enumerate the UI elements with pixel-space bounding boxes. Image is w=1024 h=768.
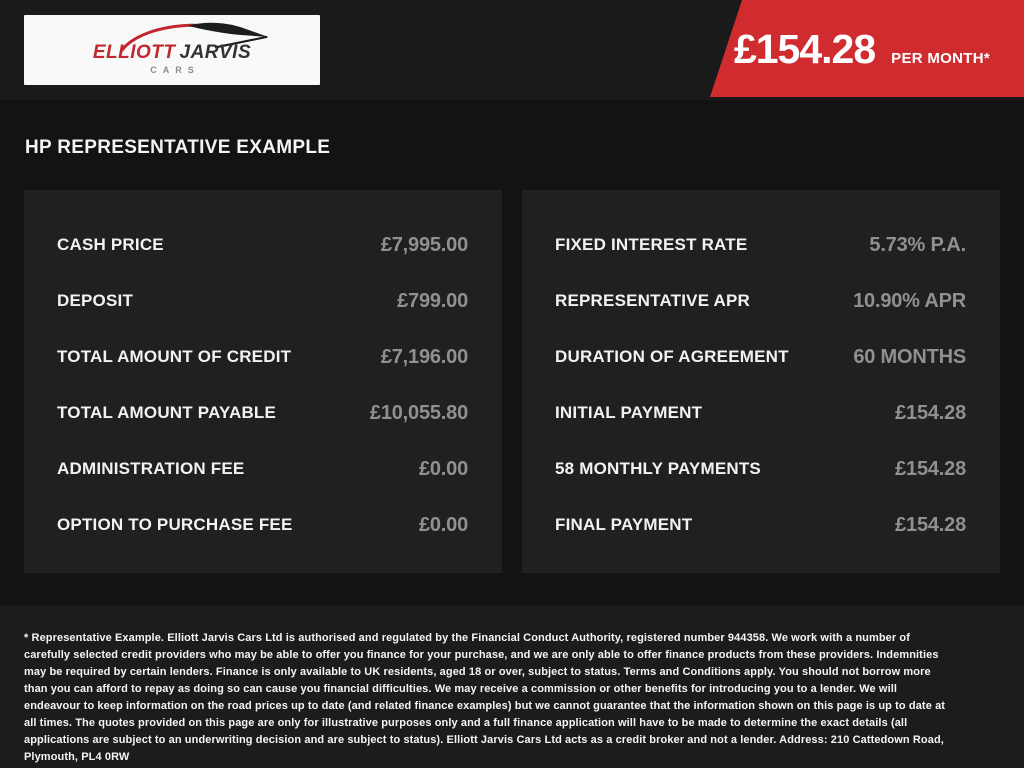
finance-row-label: CASH PRICE bbox=[57, 235, 164, 254]
finance-panel-left: CASH PRICE £7,995.00 DEPOSIT £799.00 TOT… bbox=[24, 190, 502, 573]
finance-row-label: ADMINISTRATION FEE bbox=[57, 459, 245, 478]
finance-row-value: £7,995.00 bbox=[380, 233, 468, 256]
page-title: HP REPRESENTATIVE EXAMPLE bbox=[25, 137, 331, 158]
finance-row-label: DURATION OF AGREEMENT bbox=[555, 347, 789, 366]
finance-row: FIXED INTEREST RATE 5.73% P.A. bbox=[555, 217, 966, 273]
dealer-logo: ELLIOTT JARVIS CARS bbox=[24, 15, 320, 85]
finance-row: OPTION TO PURCHASE FEE £0.00 bbox=[57, 497, 468, 553]
finance-row: TOTAL AMOUNT PAYABLE £10,055.80 bbox=[57, 385, 468, 441]
finance-row-label: 58 MONTHLY PAYMENTS bbox=[555, 459, 761, 478]
finance-panels: CASH PRICE £7,995.00 DEPOSIT £799.00 TOT… bbox=[24, 190, 1000, 573]
monthly-price-amount: £154.28 bbox=[733, 26, 876, 72]
finance-row: CASH PRICE £7,995.00 bbox=[57, 217, 468, 273]
finance-row-value: £154.28 bbox=[895, 457, 966, 480]
finance-example-section: HP REPRESENTATIVE EXAMPLE CASH PRICE £7,… bbox=[0, 100, 1024, 590]
finance-row-value: £0.00 bbox=[418, 457, 468, 480]
finance-row-label: FIXED INTEREST RATE bbox=[555, 235, 748, 254]
logo-wordmark: ELLIOTT JARVIS bbox=[93, 43, 251, 63]
header: ELLIOTT JARVIS CARS £154.28 PER MONTH* bbox=[0, 0, 1024, 100]
finance-row-value: 60 MONTHS bbox=[853, 345, 966, 368]
finance-row-value: £154.28 bbox=[895, 401, 966, 424]
logo-wordmark-first: ELLIOTT bbox=[92, 42, 176, 63]
finance-row-label: TOTAL AMOUNT OF CREDIT bbox=[57, 347, 292, 366]
finance-row-value: £154.28 bbox=[895, 513, 966, 536]
finance-row: FINAL PAYMENT £154.28 bbox=[555, 497, 966, 553]
finance-row-value: 5.73% P.A. bbox=[869, 233, 966, 256]
finance-row-label: DEPOSIT bbox=[57, 291, 134, 310]
finance-row-value: £10,055.80 bbox=[369, 401, 468, 424]
finance-row: INITIAL PAYMENT £154.28 bbox=[555, 385, 966, 441]
finance-row-value: 10.90% APR bbox=[853, 289, 966, 312]
finance-row: DURATION OF AGREEMENT 60 MONTHS bbox=[555, 329, 966, 385]
monthly-price-banner: £154.28 PER MONTH* bbox=[710, 0, 1024, 97]
finance-row: DEPOSIT £799.00 bbox=[57, 273, 468, 329]
car-swoosh-icon bbox=[120, 22, 269, 52]
footer: * Representative Example. Elliott Jarvis… bbox=[0, 605, 1024, 768]
finance-row: ADMINISTRATION FEE £0.00 bbox=[57, 441, 468, 497]
logo-wordmark-second: JARVIS bbox=[179, 42, 252, 63]
finance-row: REPRESENTATIVE APR 10.90% APR bbox=[555, 273, 966, 329]
finance-row-label: FINAL PAYMENT bbox=[555, 515, 693, 534]
finance-row-value: £0.00 bbox=[418, 513, 468, 536]
finance-row-value: £799.00 bbox=[397, 289, 468, 312]
finance-row-label: INITIAL PAYMENT bbox=[555, 403, 703, 422]
finance-row: 58 MONTHLY PAYMENTS £154.28 bbox=[555, 441, 966, 497]
logo-subtitle: CARS bbox=[150, 65, 200, 75]
finance-row: TOTAL AMOUNT OF CREDIT £7,196.00 bbox=[57, 329, 468, 385]
finance-row-label: TOTAL AMOUNT PAYABLE bbox=[57, 403, 277, 422]
finance-row-label: OPTION TO PURCHASE FEE bbox=[57, 515, 293, 534]
monthly-price-period: PER MONTH* bbox=[891, 50, 990, 67]
finance-row-value: £7,196.00 bbox=[380, 345, 468, 368]
legal-disclaimer: * Representative Example. Elliott Jarvis… bbox=[24, 632, 946, 763]
finance-panel-right: FIXED INTEREST RATE 5.73% P.A. REPRESENT… bbox=[522, 190, 1000, 573]
finance-row-label: REPRESENTATIVE APR bbox=[555, 291, 751, 310]
